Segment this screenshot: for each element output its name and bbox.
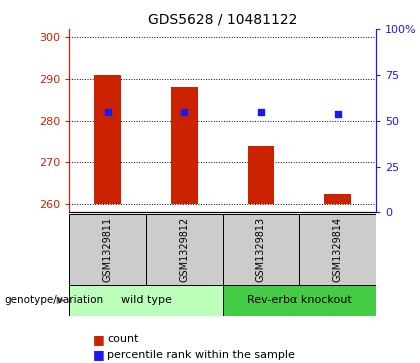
Bar xyxy=(247,146,274,204)
Bar xyxy=(69,285,223,316)
Text: ■: ■ xyxy=(92,333,104,346)
Point xyxy=(104,110,111,115)
Text: Rev-erbα knockout: Rev-erbα knockout xyxy=(247,295,352,305)
Bar xyxy=(223,214,299,285)
Bar xyxy=(146,214,223,285)
Bar xyxy=(94,75,121,204)
Point xyxy=(181,110,188,115)
Text: genotype/variation: genotype/variation xyxy=(4,295,103,305)
Text: count: count xyxy=(107,334,139,344)
Point xyxy=(334,111,341,117)
Title: GDS5628 / 10481122: GDS5628 / 10481122 xyxy=(148,12,297,26)
Text: GSM1329814: GSM1329814 xyxy=(333,217,343,282)
Point xyxy=(257,110,264,115)
Text: GSM1329811: GSM1329811 xyxy=(102,217,113,282)
Bar xyxy=(324,193,351,204)
Bar xyxy=(223,285,376,316)
Text: wild type: wild type xyxy=(121,295,171,305)
Bar xyxy=(299,214,376,285)
Bar xyxy=(171,87,198,204)
Bar xyxy=(69,214,146,285)
Text: GSM1329813: GSM1329813 xyxy=(256,217,266,282)
Text: GSM1329812: GSM1329812 xyxy=(179,217,189,282)
Text: percentile rank within the sample: percentile rank within the sample xyxy=(107,350,295,360)
Text: ■: ■ xyxy=(92,348,104,362)
